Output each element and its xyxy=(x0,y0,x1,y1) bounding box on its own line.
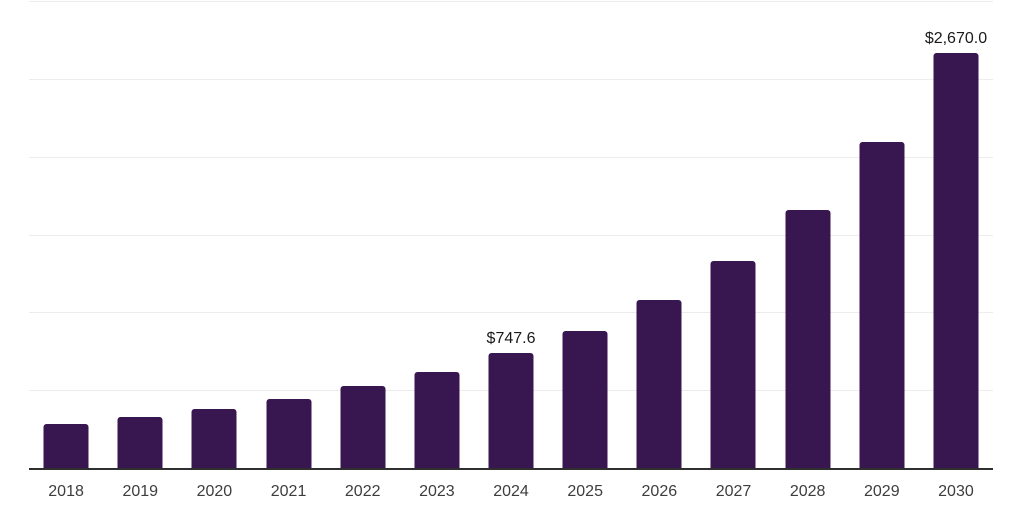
x-axis-label-2028: 2028 xyxy=(789,483,826,500)
bar-column-2029 xyxy=(845,2,919,469)
bar-2027 xyxy=(710,261,756,469)
bar-column-2021 xyxy=(251,2,325,469)
bar-column-2025 xyxy=(548,2,622,469)
x-axis-line xyxy=(29,468,993,470)
bar-2023 xyxy=(414,371,460,469)
x-axis-label-2029: 2029 xyxy=(864,483,900,500)
bar-2020 xyxy=(191,409,237,469)
bar-2021 xyxy=(266,398,312,469)
bar-column-2024: $747.6 xyxy=(474,2,548,469)
x-axis-label-2020: 2020 xyxy=(196,483,233,500)
bar-2018 xyxy=(43,423,89,469)
bar-column-2023 xyxy=(400,2,474,469)
x-axis-label-2023: 2023 xyxy=(419,483,455,500)
bar-2028 xyxy=(785,209,831,469)
bar-column-2028 xyxy=(771,2,845,469)
x-axis-label-2018: 2018 xyxy=(48,483,84,500)
bar-2019 xyxy=(117,416,163,469)
bar-column-2020 xyxy=(177,2,251,469)
gridline-2500 xyxy=(29,78,993,80)
bar-2029 xyxy=(859,142,905,469)
bar-columns-group: $747.6 $2,670.0 xyxy=(29,2,993,469)
bar-2025 xyxy=(562,330,608,469)
x-axis-label-2022: 2022 xyxy=(344,483,381,500)
gridline-3000 xyxy=(29,1,993,2)
x-axis-label-2027: 2027 xyxy=(715,483,752,500)
bar-value-label-2030: $2,670.0 xyxy=(924,30,988,48)
bar-2024 xyxy=(488,352,534,469)
bar-column-2027 xyxy=(696,2,770,469)
x-axis-label-2019: 2019 xyxy=(122,483,159,500)
gridline-1000 xyxy=(29,312,993,314)
bar-2026 xyxy=(636,300,682,469)
x-axis-label-2021: 2021 xyxy=(270,483,307,500)
gridline-2000 xyxy=(29,156,993,158)
x-axis-label-2026: 2026 xyxy=(641,483,678,500)
bar-column-2022 xyxy=(326,2,400,469)
x-axis-label-2024: 2024 xyxy=(493,483,529,500)
plot-area: $747.6 $2,670.0 xyxy=(29,1,993,470)
bar-column-2018 xyxy=(29,2,103,469)
x-axis-label-2025: 2025 xyxy=(567,483,603,500)
x-axis-labels-row: 2018 2019 2020 2021 2022 2023 2024 2025 2026 2027… xyxy=(29,482,993,501)
bar-2030 xyxy=(933,53,979,469)
bar-column-2019 xyxy=(103,2,177,469)
bar-column-2026 xyxy=(622,2,696,469)
bar-2022 xyxy=(340,386,386,469)
gridline-1500 xyxy=(29,234,993,236)
bar-value-label-2024: $747.6 xyxy=(486,329,536,347)
bar-column-2030: $2,670.0 xyxy=(919,2,993,469)
x-axis-label-2030: 2030 xyxy=(938,483,974,500)
